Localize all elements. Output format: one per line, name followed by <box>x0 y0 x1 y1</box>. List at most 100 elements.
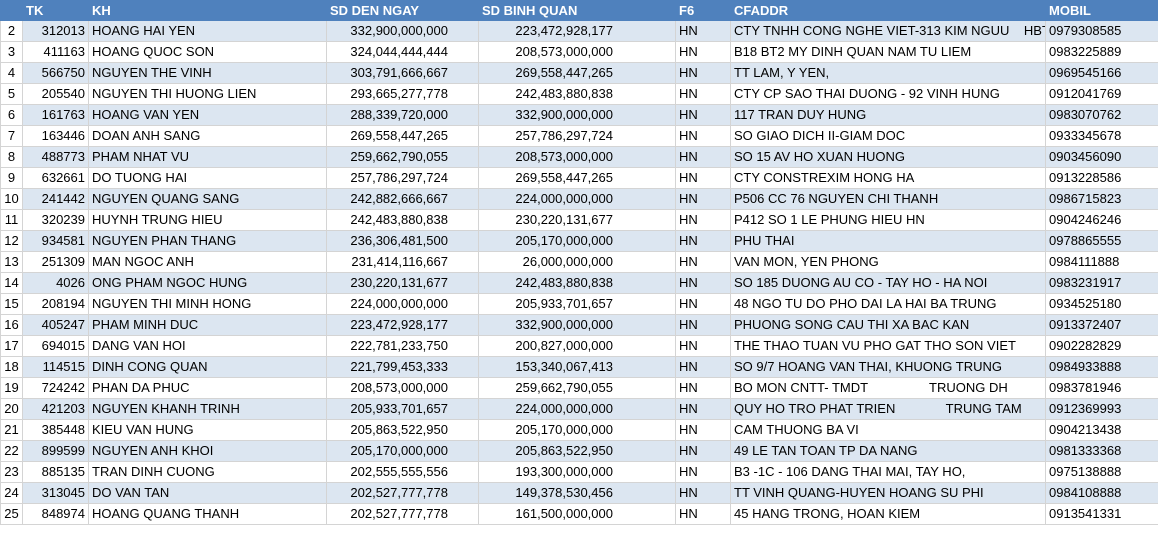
column-header[interactable]: SD DEN NGAY <box>326 0 479 21</box>
cell[interactable]: 293,665,277,778 <box>326 83 479 105</box>
cell[interactable]: ONG PHAM NGOC HUNG <box>88 272 327 294</box>
row-number[interactable]: 9 <box>0 167 23 189</box>
cell[interactable]: 251309 <box>22 251 89 273</box>
cell[interactable]: 149,378,530,456 <box>478 482 676 504</box>
cell[interactable]: 0902282829 <box>1045 335 1158 357</box>
cell[interactable]: TRAN DINH CUONG <box>88 461 327 483</box>
cell[interactable]: DANG VAN HOI <box>88 335 327 357</box>
row-number[interactable]: 3 <box>0 41 23 63</box>
cell[interactable]: PHU THAI <box>730 230 1046 252</box>
row-number[interactable]: 23 <box>0 461 23 483</box>
cell[interactable]: SO 185 DUONG AU CO - TAY HO - HA NOI <box>730 272 1046 294</box>
cell[interactable]: CTY CP SAO THAI DUONG - 92 VINH HUNG <box>730 83 1046 105</box>
cell[interactable]: 0983781946 <box>1045 377 1158 399</box>
cell[interactable]: 0913541331 <box>1045 503 1158 525</box>
cell[interactable]: 885135 <box>22 461 89 483</box>
column-header[interactable]: KH <box>88 0 327 21</box>
cell[interactable]: 221,799,453,333 <box>326 356 479 378</box>
cell[interactable]: NGUYEN QUANG SANG <box>88 188 327 210</box>
cell[interactable]: HN <box>675 20 731 42</box>
cell[interactable]: HN <box>675 377 731 399</box>
cell[interactable]: 26,000,000,000 <box>478 251 676 273</box>
cell[interactable]: 224,000,000,000 <box>478 398 676 420</box>
row-number[interactable]: 2 <box>0 20 23 42</box>
cell[interactable]: HN <box>675 188 731 210</box>
cell[interactable]: 257,786,297,724 <box>478 125 676 147</box>
cell[interactable]: 934581 <box>22 230 89 252</box>
cell[interactable]: 259,662,790,055 <box>326 146 479 168</box>
cell[interactable]: HN <box>675 356 731 378</box>
cell[interactable]: 312013 <box>22 20 89 42</box>
cell[interactable]: HN <box>675 314 731 336</box>
cell[interactable]: 411163 <box>22 41 89 63</box>
cell[interactable]: 0984111888 <box>1045 251 1158 273</box>
cell[interactable]: 117 TRAN DUY HUNG <box>730 104 1046 126</box>
cell[interactable]: 320239 <box>22 209 89 231</box>
cell[interactable]: CTY CONSTREXIM HONG HA <box>730 167 1046 189</box>
cell[interactable]: KIEU VAN HUNG <box>88 419 327 441</box>
cell[interactable]: HN <box>675 167 731 189</box>
row-number[interactable]: 16 <box>0 314 23 336</box>
cell[interactable]: CAM THUONG BA VI <box>730 419 1046 441</box>
cell[interactable]: 303,791,666,667 <box>326 62 479 84</box>
cell[interactable]: VAN MON, YEN PHONG <box>730 251 1046 273</box>
row-number[interactable]: 12 <box>0 230 23 252</box>
cell[interactable]: HOANG QUANG THANH <box>88 503 327 525</box>
cell[interactable]: NGUYEN ANH KHOI <box>88 440 327 462</box>
cell[interactable]: 45 HANG TRONG, HOAN KIEM <box>730 503 1046 525</box>
cell[interactable]: SO 9/7 HOANG VAN THAI, KHUONG TRUNG <box>730 356 1046 378</box>
cell[interactable]: HUYNH TRUNG HIEU <box>88 209 327 231</box>
cell[interactable]: 163446 <box>22 125 89 147</box>
cell[interactable]: HOANG VAN YEN <box>88 104 327 126</box>
cell[interactable]: 208194 <box>22 293 89 315</box>
cell[interactable]: HN <box>675 398 731 420</box>
cell[interactable]: NGUYEN KHANH TRINH <box>88 398 327 420</box>
cell[interactable]: HN <box>675 209 731 231</box>
row-number[interactable]: 18 <box>0 356 23 378</box>
cell[interactable]: 0969545166 <box>1045 62 1158 84</box>
cell[interactable]: 269,558,447,265 <box>326 125 479 147</box>
cell[interactable]: 694015 <box>22 335 89 357</box>
cell[interactable]: 724242 <box>22 377 89 399</box>
cell[interactable]: 0913228586 <box>1045 167 1158 189</box>
row-number[interactable]: 13 <box>0 251 23 273</box>
cell[interactable]: NGUYEN THI HUONG LIEN <box>88 83 327 105</box>
cell[interactable]: 0975138888 <box>1045 461 1158 483</box>
row-number[interactable]: 5 <box>0 83 23 105</box>
cell[interactable]: 114515 <box>22 356 89 378</box>
cell[interactable]: 488773 <box>22 146 89 168</box>
cell[interactable]: 0903456090 <box>1045 146 1158 168</box>
cell[interactable]: 332,900,000,000 <box>326 20 479 42</box>
cell[interactable]: HN <box>675 83 731 105</box>
cell[interactable]: 259,662,790,055 <box>478 377 676 399</box>
cell[interactable]: MAN NGOC ANH <box>88 251 327 273</box>
cell[interactable]: 161,500,000,000 <box>478 503 676 525</box>
cell[interactable]: 222,781,233,750 <box>326 335 479 357</box>
cell[interactable]: 205,933,701,657 <box>326 398 479 420</box>
cell[interactable]: DINH CONG QUAN <box>88 356 327 378</box>
cell[interactable]: NGUYEN THI MINH HONG <box>88 293 327 315</box>
cell[interactable]: 4026 <box>22 272 89 294</box>
cell[interactable]: HN <box>675 419 731 441</box>
cell[interactable]: 269,558,447,265 <box>478 62 676 84</box>
cell[interactable]: TT LAM, Y YEN, <box>730 62 1046 84</box>
cell[interactable]: 405247 <box>22 314 89 336</box>
cell[interactable]: HN <box>675 335 731 357</box>
row-number[interactable]: 11 <box>0 209 23 231</box>
cell[interactable]: 205,170,000,000 <box>326 440 479 462</box>
cell[interactable]: 153,340,067,413 <box>478 356 676 378</box>
cell[interactable]: 208,573,000,000 <box>478 146 676 168</box>
column-header[interactable]: CFADDR <box>730 0 1046 21</box>
cell[interactable]: HN <box>675 272 731 294</box>
cell[interactable]: B18 BT2 MY DINH QUAN NAM TU LIEM <box>730 41 1046 63</box>
row-number[interactable]: 17 <box>0 335 23 357</box>
cell[interactable]: 0979308585 <box>1045 20 1158 42</box>
cell[interactable]: HN <box>675 251 731 273</box>
cell[interactable]: 205,863,522,950 <box>326 419 479 441</box>
cell[interactable]: 313045 <box>22 482 89 504</box>
row-number[interactable]: 22 <box>0 440 23 462</box>
row-number[interactable]: 7 <box>0 125 23 147</box>
cell[interactable]: 48 NGO TU DO PHO DAI LA HAI BA TRUNG <box>730 293 1046 315</box>
row-number[interactable]: 14 <box>0 272 23 294</box>
cell[interactable]: 0983231917 <box>1045 272 1158 294</box>
